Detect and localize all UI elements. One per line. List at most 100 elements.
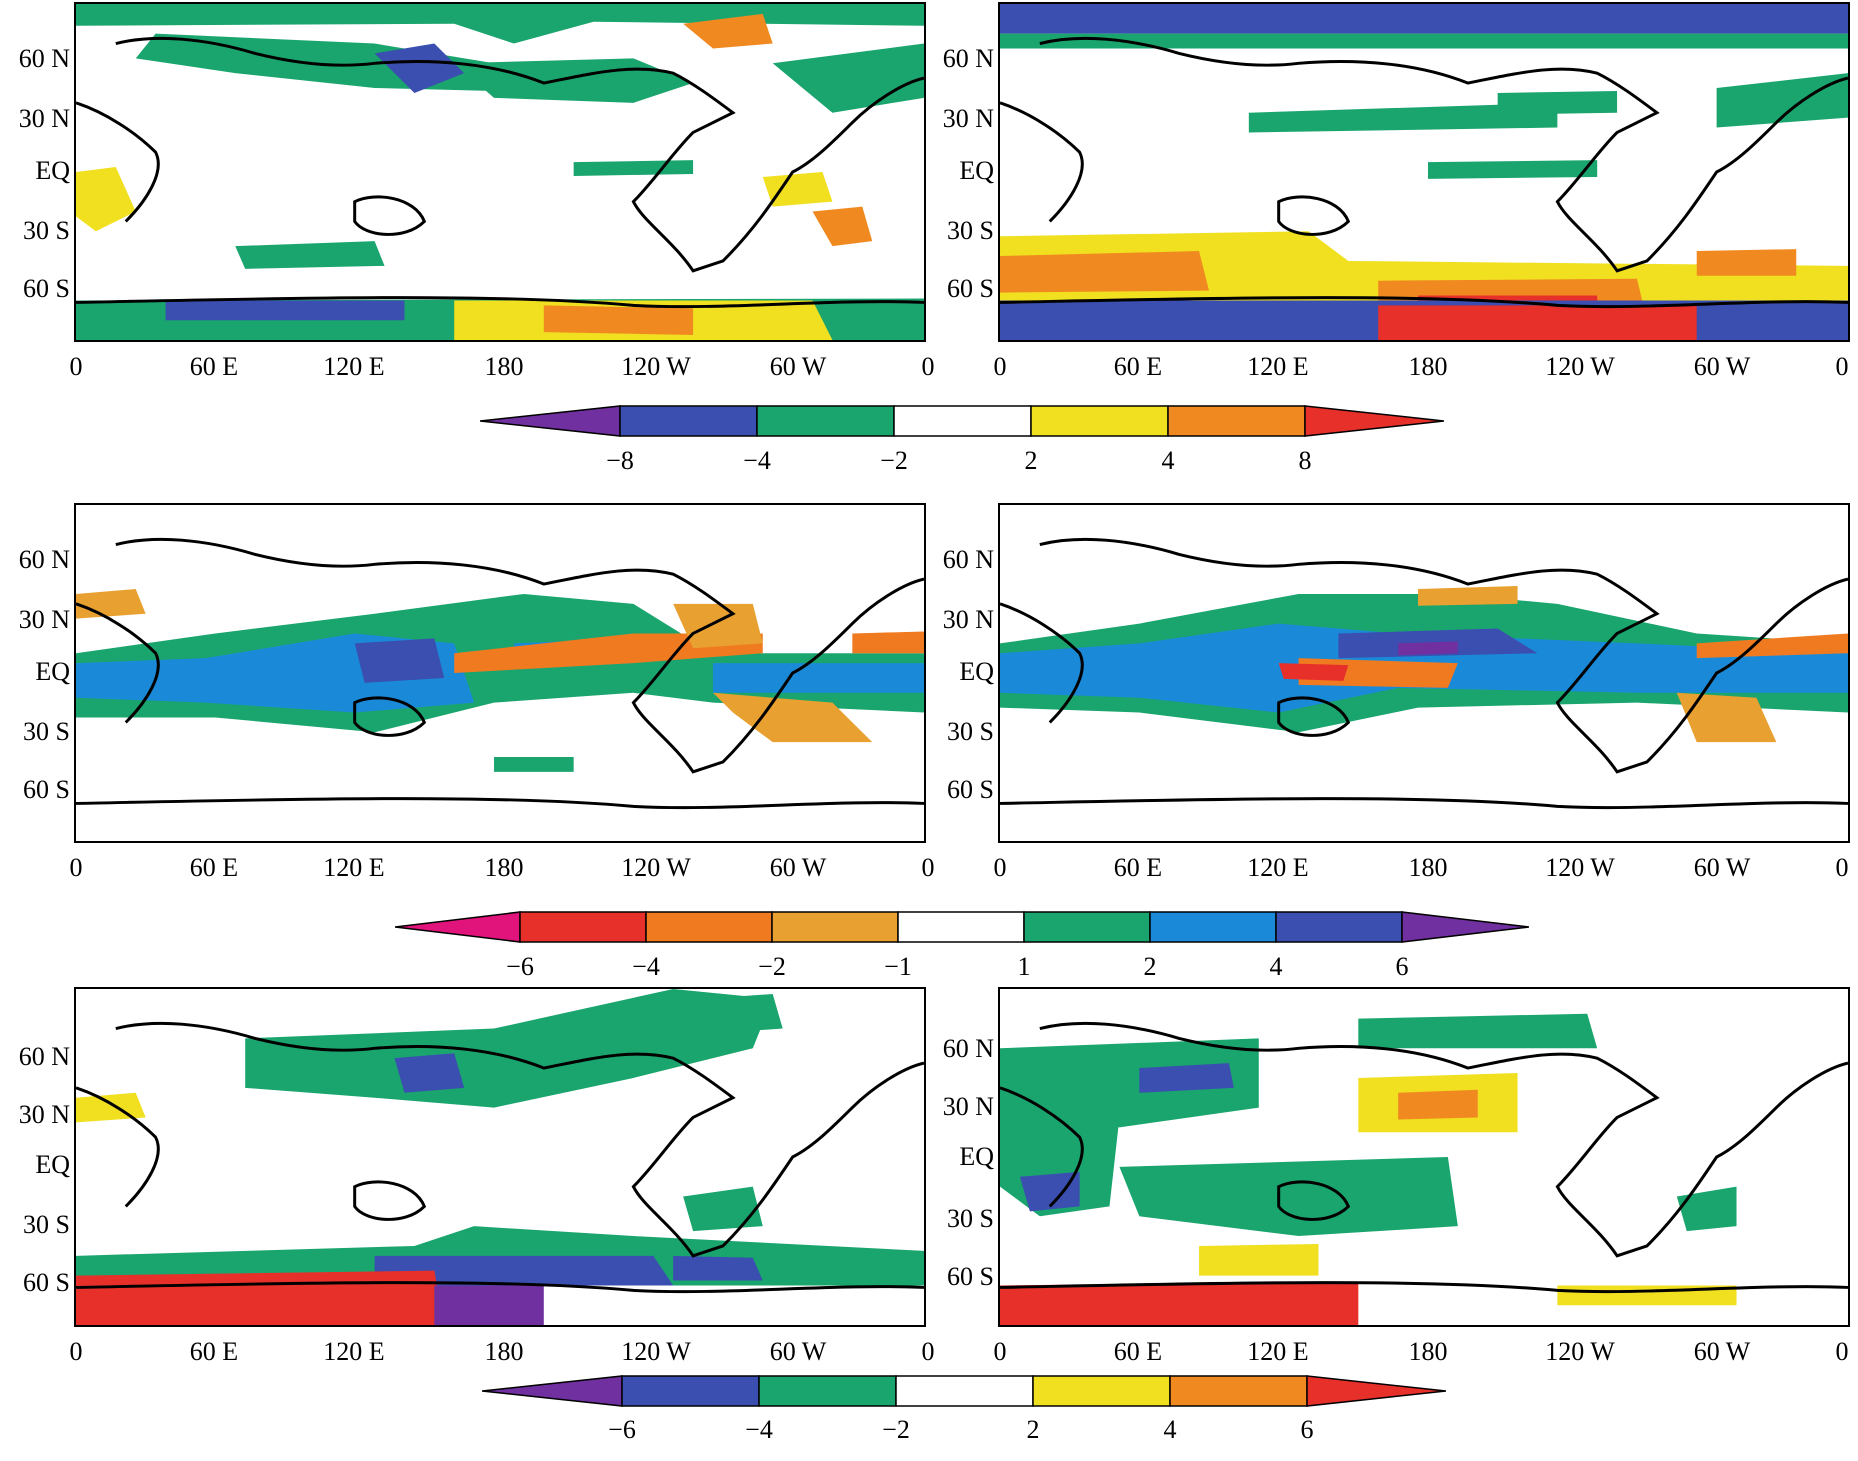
x-tick-label: 0 — [921, 1337, 935, 1366]
y-tick-label: 30 S — [23, 216, 70, 245]
colorbar-3-label: 4 — [1163, 1415, 1177, 1444]
colorbar-3 — [482, 1374, 1446, 1408]
x-tick-label: 180 — [1408, 352, 1448, 381]
x-tick-label: 120 W — [1545, 1337, 1615, 1366]
map-field-row2-right — [1000, 537, 1848, 810]
colorbar-1-label: 2 — [1024, 446, 1038, 475]
x-tick-label: 60 E — [1113, 853, 1163, 882]
x-tick-label: 0 — [1835, 853, 1849, 882]
colorbar-1-label: 8 — [1298, 446, 1312, 475]
y-tick-label: 30 N — [18, 1100, 70, 1129]
x-tick-label: 60 E — [189, 352, 239, 381]
colorbar-1-label: −2 — [880, 446, 908, 475]
map-field-row3-right — [1000, 1013, 1848, 1325]
colorbar-3-scale — [482, 1375, 1446, 1407]
x-tick-label: 0 — [993, 853, 1007, 882]
y-tick-label: 30 S — [947, 216, 994, 245]
x-tick-label: 0 — [69, 352, 83, 381]
y-tick-label: 30 N — [942, 1092, 994, 1121]
x-tick-label: 60 W — [769, 1337, 827, 1366]
y-tick-label: 60 S — [947, 274, 994, 303]
x-tick-label: 60 W — [769, 853, 827, 882]
x-tick-label: 120 E — [323, 1337, 385, 1366]
map-panel-row2-left — [74, 503, 926, 843]
colorbar-3-label: −4 — [745, 1415, 773, 1444]
colorbar-2-label: −2 — [758, 952, 786, 981]
x-tick-label: 120 W — [621, 1337, 691, 1366]
x-tick-label: 60 W — [1693, 1337, 1751, 1366]
x-tick-label: 0 — [69, 1337, 83, 1366]
map-panel-row1-left — [74, 2, 926, 342]
y-tick-label: 30 N — [18, 104, 70, 133]
x-tick-label: 120 E — [323, 853, 385, 882]
x-tick-label: 0 — [1835, 1337, 1849, 1366]
x-tick-label: 0 — [921, 352, 935, 381]
map-panel-row3-left — [74, 987, 926, 1327]
colorbar-3-label: −2 — [882, 1415, 910, 1444]
y-tick-label: EQ — [959, 156, 994, 185]
y-tick-label: 60 S — [947, 1262, 994, 1291]
y-tick-label: 60 N — [18, 545, 70, 574]
y-tick-label: 30 N — [18, 605, 70, 634]
map-field-row2-left — [76, 537, 924, 810]
colorbar-2-label: 4 — [1269, 952, 1283, 981]
x-tick-label: 180 — [484, 853, 524, 882]
colorbar-1-label: −4 — [743, 446, 771, 475]
y-tick-label: 60 N — [942, 545, 994, 574]
colorbar-1-label: −8 — [606, 446, 634, 475]
y-tick-label: EQ — [959, 1142, 994, 1171]
y-tick-label: 60 N — [18, 1042, 70, 1071]
y-tick-label: 30 S — [947, 717, 994, 746]
colorbar-3-label: −6 — [608, 1415, 636, 1444]
x-tick-label: 0 — [993, 1337, 1007, 1366]
colorbar-2-label: 2 — [1143, 952, 1157, 981]
x-tick-label: 120 W — [621, 352, 691, 381]
x-tick-label: 0 — [921, 853, 935, 882]
colorbar-3-label: 2 — [1026, 1415, 1040, 1444]
y-tick-label: 60 N — [942, 44, 994, 73]
map-field-row3-left — [76, 989, 924, 1325]
x-tick-label: 60 E — [1113, 352, 1163, 381]
y-tick-label: 60 S — [23, 775, 70, 804]
x-tick-label: 180 — [484, 352, 524, 381]
colorbar-2-label: −1 — [884, 952, 912, 981]
y-tick-label: 60 S — [23, 1268, 70, 1297]
y-tick-label: EQ — [35, 657, 70, 686]
y-tick-label: EQ — [959, 657, 994, 686]
colorbar-1-label: 4 — [1161, 446, 1175, 475]
colorbar-1 — [480, 404, 1444, 438]
map-panel-row1-right — [998, 2, 1850, 342]
x-tick-label: 0 — [1835, 352, 1849, 381]
x-tick-label: 180 — [484, 1337, 524, 1366]
map-field-row1-left — [76, 4, 924, 340]
x-tick-label: 60 W — [769, 352, 827, 381]
y-tick-label: EQ — [35, 1150, 70, 1179]
y-tick-label: 30 S — [23, 717, 70, 746]
colorbar-2-label: −6 — [506, 952, 534, 981]
colorbar-2-label: 6 — [1395, 952, 1409, 981]
colorbar-3-label: 6 — [1300, 1415, 1314, 1444]
x-tick-label: 180 — [1408, 853, 1448, 882]
colorbar-1-scale — [480, 405, 1444, 437]
y-tick-label: 60 S — [23, 274, 70, 303]
x-tick-label: 180 — [1408, 1337, 1448, 1366]
x-tick-label: 120 W — [1545, 352, 1615, 381]
x-tick-label: 60 W — [1693, 352, 1751, 381]
x-tick-label: 120 W — [621, 853, 691, 882]
map-panel-row3-right — [998, 987, 1850, 1327]
map-field-row1-right — [1000, 4, 1848, 340]
y-tick-label: 60 N — [18, 44, 70, 73]
x-tick-label: 120 E — [323, 352, 385, 381]
y-tick-label: 60 N — [942, 1034, 994, 1063]
x-tick-label: 0 — [993, 352, 1007, 381]
y-tick-label: 30 S — [947, 1204, 994, 1233]
y-tick-label: 30 N — [942, 104, 994, 133]
y-tick-label: 30 S — [23, 1210, 70, 1239]
map-panel-row2-right — [998, 503, 1850, 843]
x-tick-label: 60 W — [1693, 853, 1751, 882]
x-tick-label: 60 E — [1113, 1337, 1163, 1366]
colorbar-2-label: 1 — [1017, 952, 1031, 981]
colorbar-2-label: −4 — [632, 952, 660, 981]
y-tick-label: 60 S — [947, 775, 994, 804]
y-tick-label: EQ — [35, 156, 70, 185]
